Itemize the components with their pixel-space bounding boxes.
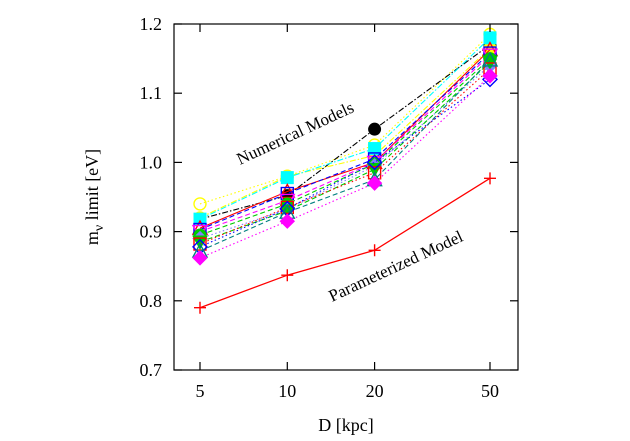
data-point (192, 250, 208, 266)
series-line (199, 47, 491, 219)
data-point (280, 171, 294, 185)
series-line (199, 58, 491, 236)
data-point (481, 51, 499, 67)
y-tick-label: 1.1 (140, 83, 163, 103)
data-point (193, 197, 207, 211)
x-tick-label: 50 (481, 381, 499, 401)
plot-frame (173, 23, 519, 371)
y-axis-label-main: m (82, 231, 102, 245)
data-point (194, 301, 206, 314)
series-line (199, 177, 491, 309)
series-15 (192, 68, 498, 266)
x-tick-label: 5 (196, 381, 205, 401)
series-line (199, 54, 491, 233)
ticks-layer: 5 10 20 50 0.7 0.8 0.9 1.0 1.1 1.2 (140, 14, 518, 401)
series-line (199, 61, 491, 243)
series-line (199, 52, 491, 231)
y-tick-label: 0.9 (140, 222, 163, 242)
series-line (199, 33, 491, 205)
data-point (281, 269, 294, 282)
data-point (482, 68, 498, 84)
x-axis-label: D [kpc] (318, 415, 373, 435)
data-point (366, 154, 383, 171)
series-line (199, 65, 491, 240)
y-tick-label: 1.0 (140, 152, 163, 172)
data-point (368, 244, 381, 257)
data-point (279, 213, 296, 229)
y-tick-label: 0.8 (140, 291, 163, 311)
y-tick-label: 1.2 (140, 14, 163, 34)
data-point (368, 122, 382, 136)
data-point (193, 237, 207, 251)
series-layer (191, 27, 499, 314)
series-line (199, 37, 491, 220)
x-tick-label: 10 (278, 381, 296, 401)
data-point (366, 175, 383, 191)
y-axis-label: mν limit [eV] (82, 149, 107, 245)
series-1 (194, 172, 496, 314)
x-tick-label: 20 (366, 381, 384, 401)
y-tick-label: 0.7 (140, 360, 163, 380)
series-5 (193, 31, 497, 226)
series-line (199, 78, 491, 248)
y-axis-label-sub: ν (92, 225, 107, 231)
series-line (199, 75, 491, 259)
data-point (484, 172, 496, 185)
y-axis-label-rest: limit [eV] (82, 149, 102, 225)
